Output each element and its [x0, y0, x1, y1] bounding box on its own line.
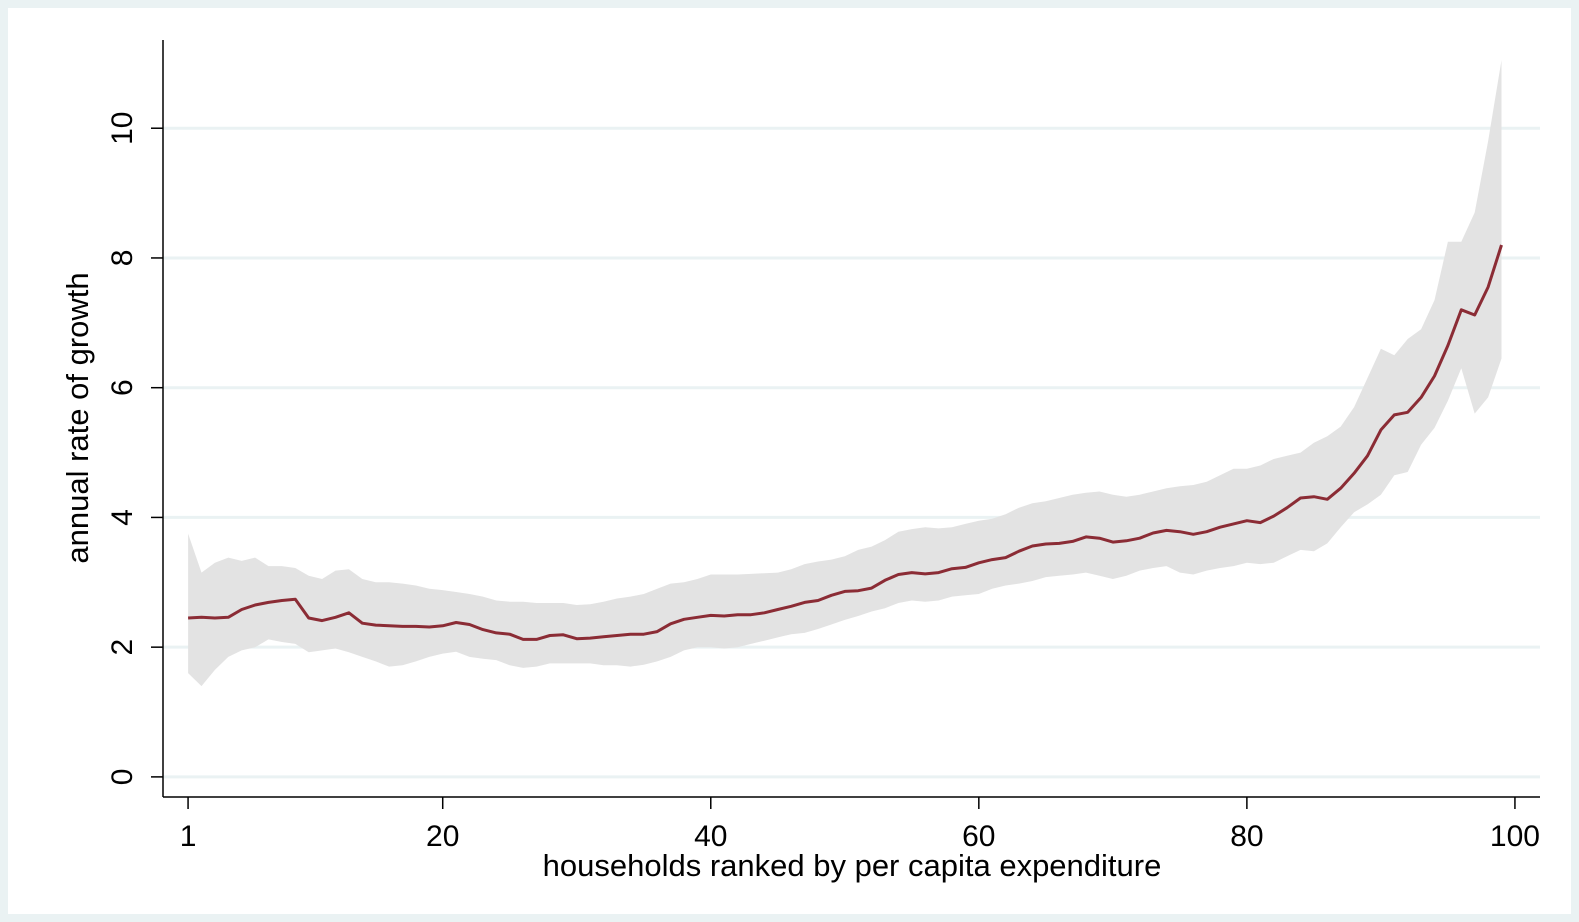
- x-tick-label: 1: [180, 820, 197, 853]
- x-axis-title: households ranked by per capita expendit…: [543, 848, 1162, 883]
- y-tick-label: 2: [106, 639, 139, 656]
- y-tick-label: 6: [106, 379, 139, 396]
- x-tick-label: 80: [1230, 820, 1263, 853]
- y-tick-label: 4: [106, 509, 139, 526]
- y-tick-label: 0: [106, 769, 139, 786]
- x-tick-label: 40: [694, 820, 727, 853]
- x-tick-label: 100: [1490, 820, 1540, 853]
- y-axis-title: annual rate of growth: [60, 272, 95, 563]
- x-tick-label: 20: [426, 820, 459, 853]
- x-tick-label: 60: [962, 820, 995, 853]
- growth-line: [188, 244, 1503, 641]
- y-tick-label: 10: [106, 112, 139, 145]
- y-tick-label: 8: [106, 250, 139, 267]
